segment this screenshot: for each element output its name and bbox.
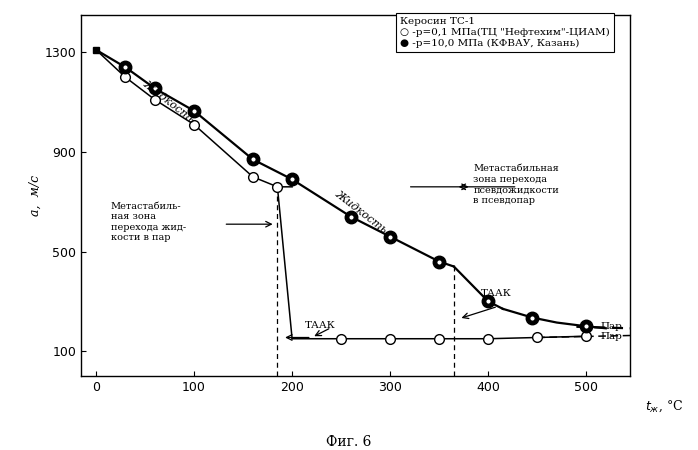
Text: Жидкость: Жидкость: [142, 79, 198, 126]
Text: Фиг. 6: Фиг. 6: [326, 435, 372, 449]
Text: ТААК: ТААК: [482, 289, 512, 298]
Text: Пар: Пар: [601, 332, 623, 341]
Text: Метастабиль-
ная зона
перехода жид-
кости в пар: Метастабиль- ная зона перехода жид- кост…: [111, 202, 186, 242]
Text: Метастабильная
зона перехода
псевдожидкости
в псевдопар: Метастабильная зона перехода псевдожидко…: [473, 164, 559, 205]
Y-axis label: a,  м/с: a, м/с: [29, 175, 42, 216]
Text: ТААК: ТААК: [305, 320, 336, 329]
Text: Керосин ТС-1
○ -р=0,1 МПа(ТЦ "Нефтехим"-ЦИАМ)
● -р=10,0 МПа (КФВАУ, Казань): Керосин ТС-1 ○ -р=0,1 МПа(ТЦ "Нефтехим"-…: [400, 18, 609, 48]
Text: Жидкость: Жидкость: [333, 189, 389, 235]
Text: $t_{ж}$, °С: $t_{ж}$, °С: [645, 398, 683, 414]
Text: Пар: Пар: [601, 322, 623, 331]
